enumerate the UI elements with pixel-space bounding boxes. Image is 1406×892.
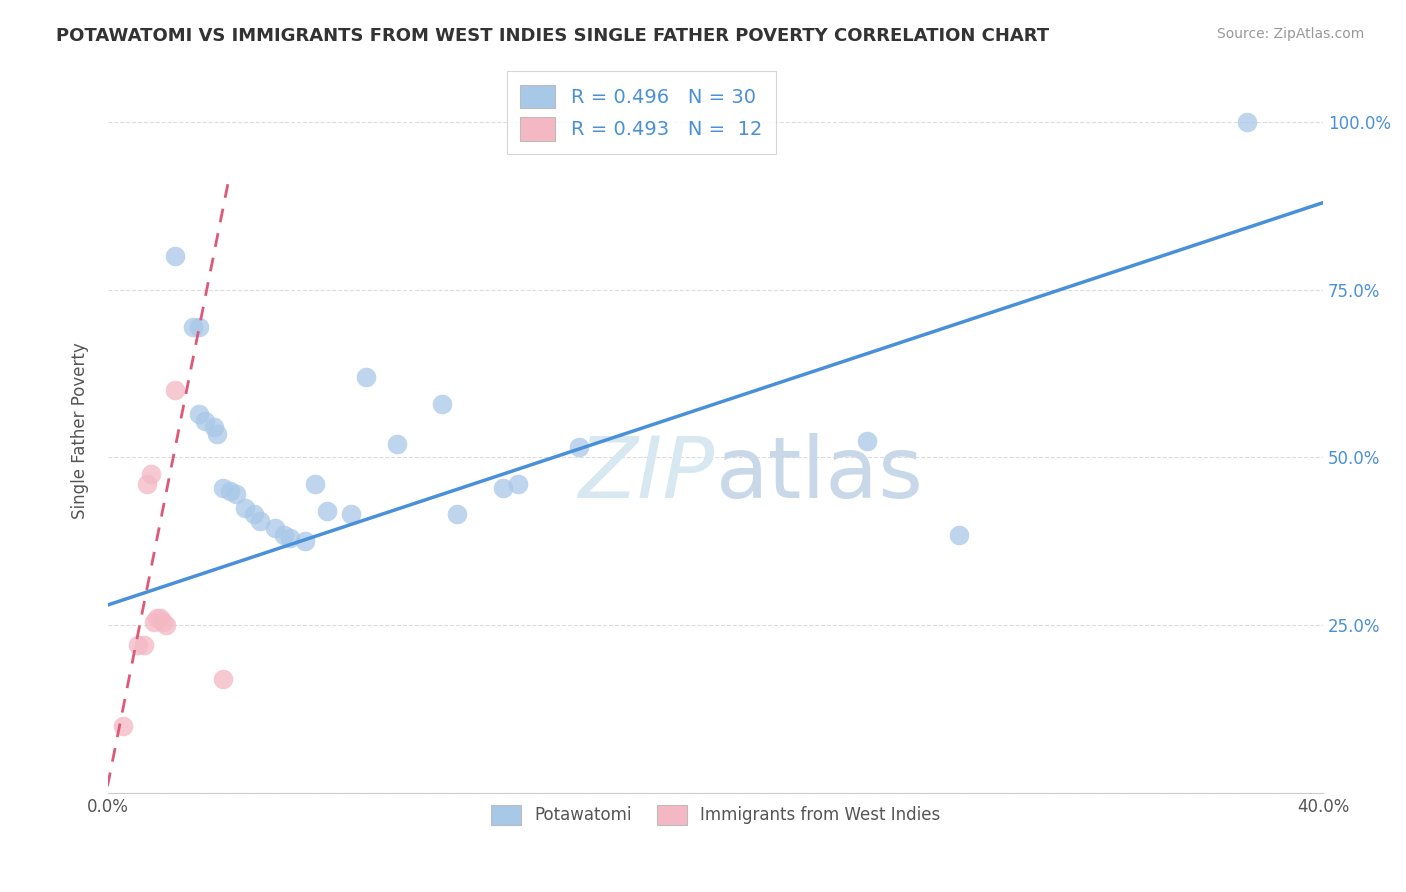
Point: [492, 481, 515, 495]
Point: [194, 413, 217, 427]
Point: [354, 370, 377, 384]
Point: [134, 638, 156, 652]
Point: [273, 527, 295, 541]
Point: [568, 441, 591, 455]
Text: atlas: atlas: [716, 433, 924, 516]
Point: [294, 534, 316, 549]
Point: [112, 718, 135, 732]
Point: [218, 483, 240, 498]
Point: [207, 426, 229, 441]
Point: [152, 615, 174, 629]
Point: [430, 397, 453, 411]
Point: [202, 420, 225, 434]
Point: [385, 437, 408, 451]
Point: [149, 611, 172, 625]
Point: [264, 521, 287, 535]
Point: [315, 504, 337, 518]
Point: [1236, 115, 1258, 129]
Point: [163, 249, 186, 263]
Point: [155, 618, 177, 632]
Point: [948, 527, 970, 541]
Y-axis label: Single Father Poverty: Single Father Poverty: [72, 343, 89, 519]
Point: [188, 407, 211, 421]
Point: [225, 487, 247, 501]
Point: [127, 638, 149, 652]
Point: [233, 500, 256, 515]
Point: [212, 672, 235, 686]
Point: [304, 477, 326, 491]
Point: [243, 508, 266, 522]
Point: [249, 514, 271, 528]
Point: [145, 611, 167, 625]
Point: [506, 477, 529, 491]
Point: [278, 531, 301, 545]
Legend: Potawatomi, Immigrants from West Indies: Potawatomi, Immigrants from West Indies: [481, 795, 950, 835]
Point: [188, 319, 211, 334]
Point: [163, 384, 186, 398]
Point: [139, 467, 162, 482]
Point: [446, 508, 468, 522]
Text: ZIP: ZIP: [579, 433, 716, 516]
Point: [340, 508, 363, 522]
Text: POTAWATOMI VS IMMIGRANTS FROM WEST INDIES SINGLE FATHER POVERTY CORRELATION CHAR: POTAWATOMI VS IMMIGRANTS FROM WEST INDIE…: [56, 27, 1049, 45]
Point: [142, 615, 165, 629]
Point: [136, 477, 159, 491]
Point: [181, 319, 204, 334]
Text: Source: ZipAtlas.com: Source: ZipAtlas.com: [1216, 27, 1364, 41]
Point: [212, 481, 235, 495]
Point: [856, 434, 879, 448]
